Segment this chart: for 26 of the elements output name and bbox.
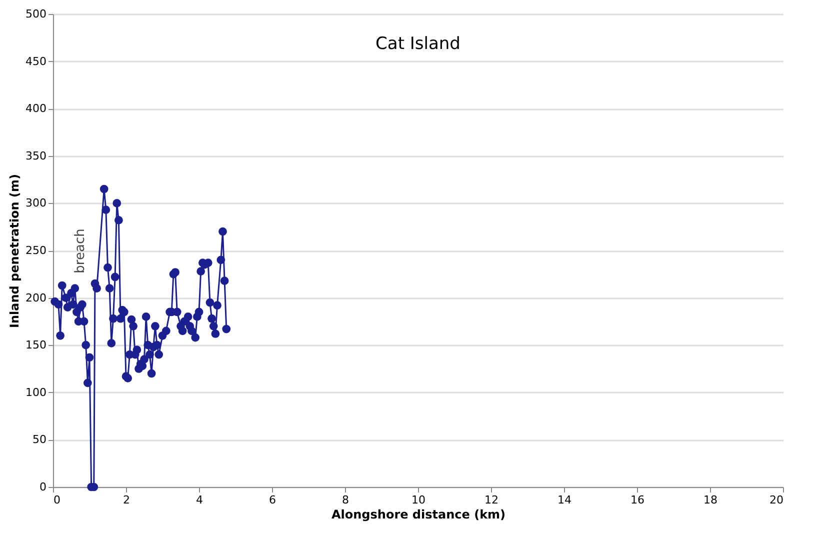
y-tick-label: 0	[40, 480, 46, 494]
y-tick-label: 150	[26, 338, 46, 352]
x-tick-label: 6	[269, 494, 276, 506]
x-tick-label: 2	[123, 494, 130, 506]
x-tick-label: 0	[54, 494, 60, 506]
x-tick-label: 4	[196, 494, 203, 506]
y-tick-label: 300	[26, 196, 46, 210]
y-tick-label: 50	[32, 433, 46, 446]
x-tick-label: 10	[412, 494, 426, 506]
x-tick-label: 18	[704, 494, 718, 506]
x-tick-label: 14	[558, 494, 572, 506]
annotation: breach	[73, 228, 88, 274]
x-tick-label: 20	[770, 494, 784, 506]
x-tick-label: 12	[484, 494, 498, 506]
x-tick-label: 16	[630, 494, 644, 506]
y-tick-label: 350	[26, 149, 46, 162]
x-tick-label: 8	[342, 494, 349, 506]
y-tick-label: 200	[26, 291, 46, 304]
y-tick-label: 250	[26, 244, 46, 257]
y-tick-label: 100	[26, 386, 46, 399]
y-tick-label: 450	[26, 54, 46, 68]
text: Cat Island	[376, 34, 460, 54]
y-tick-label: 500	[26, 8, 46, 20]
y-tick-label: 400	[26, 102, 46, 116]
y-axis-title: Inland penetration (m)	[8, 174, 22, 328]
x-axis-title: Alongshore distance (km)	[331, 508, 506, 522]
